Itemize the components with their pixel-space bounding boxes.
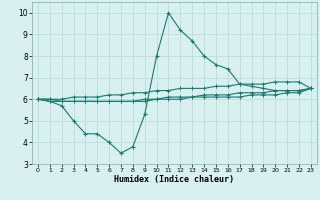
X-axis label: Humidex (Indice chaleur): Humidex (Indice chaleur) xyxy=(115,175,234,184)
